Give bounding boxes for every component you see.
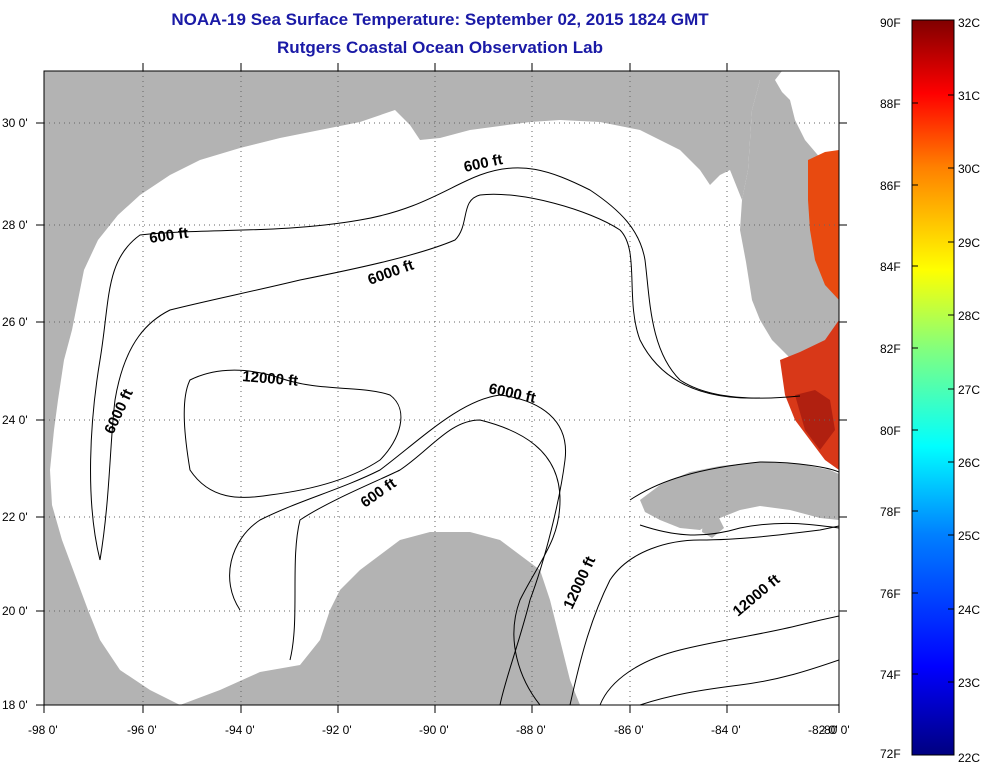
cb-c-24: 24C bbox=[958, 603, 980, 617]
lon-label-82: -82 0' bbox=[808, 723, 838, 737]
contour-cuba-south bbox=[639, 522, 839, 536]
map-subtitle: Rutgers Coastal Ocean Observation Lab bbox=[277, 38, 603, 57]
lon-label-80: -80 0' bbox=[820, 723, 850, 737]
land-cuba bbox=[640, 462, 839, 530]
land-yucatan bbox=[180, 532, 580, 705]
color-bar-ticks bbox=[912, 94, 954, 683]
lon-label-94: -94 0' bbox=[225, 723, 255, 737]
lon-label-86: -86 0' bbox=[614, 723, 644, 737]
contour-12000ft-central bbox=[183, 369, 402, 498]
cb-f-82: 82F bbox=[880, 342, 901, 356]
lat-label-24: 24 0' bbox=[2, 413, 28, 427]
cb-f-84: 84F bbox=[880, 260, 901, 274]
cb-c-25: 25C bbox=[958, 529, 980, 543]
lat-label-20: 20 0' bbox=[2, 604, 28, 618]
contour-caribbean-2 bbox=[599, 615, 839, 705]
land-gulf-coast bbox=[44, 71, 782, 705]
cb-c-29: 29C bbox=[958, 236, 980, 250]
lon-label-96: -96 0' bbox=[127, 723, 157, 737]
map-frame bbox=[43, 70, 840, 706]
cb-c-26: 26C bbox=[958, 456, 980, 470]
cb-f-72: 72F bbox=[880, 747, 901, 761]
contour-600ft-yucatan bbox=[289, 419, 561, 705]
lat-label-18: 18 0' bbox=[2, 698, 28, 712]
lon-label-90: -90 0' bbox=[419, 723, 449, 737]
contour-cuba-shelf bbox=[629, 461, 839, 501]
map-title: NOAA-19 Sea Surface Temperature: Septemb… bbox=[171, 10, 709, 29]
contour-caribbean-3 bbox=[639, 659, 839, 705]
cb-c-22: 22C bbox=[958, 751, 980, 765]
contour-6000ft-south bbox=[229, 394, 567, 705]
cb-c-27: 27C bbox=[958, 383, 980, 397]
cb-c-23: 23C bbox=[958, 676, 980, 690]
cb-f-80: 80F bbox=[880, 424, 901, 438]
contour-6000ft bbox=[99, 193, 761, 561]
contour-600ft bbox=[90, 167, 801, 561]
cb-c-32: 32C bbox=[958, 16, 980, 30]
contour-label-12000ft-central: 12000 ft bbox=[242, 368, 299, 390]
color-bar bbox=[911, 19, 955, 756]
lat-label-22: 22 0' bbox=[2, 510, 28, 524]
lon-label-88: -88 0' bbox=[516, 723, 546, 737]
cb-c-30: 30C bbox=[958, 162, 980, 176]
cb-f-90: 90F bbox=[880, 16, 901, 30]
cb-f-78: 78F bbox=[880, 505, 901, 519]
lat-label-30: 30 0' bbox=[2, 116, 28, 130]
grid-lines bbox=[44, 71, 839, 705]
sst-patch-east-florida bbox=[808, 150, 839, 300]
land-us-mexico bbox=[44, 71, 839, 362]
map-ticks bbox=[36, 63, 847, 713]
cb-f-88: 88F bbox=[880, 97, 901, 111]
contour-12000ft-caribbean bbox=[569, 525, 839, 705]
cb-f-74: 74F bbox=[880, 668, 901, 682]
lon-label-92: -92 0' bbox=[322, 723, 352, 737]
cb-f-86: 86F bbox=[880, 179, 901, 193]
lon-label-98: -98 0' bbox=[28, 723, 58, 737]
lon-label-84: -84 0' bbox=[711, 723, 741, 737]
cb-c-28: 28C bbox=[958, 309, 980, 323]
lat-label-26: 26 0' bbox=[2, 315, 28, 329]
lat-label-28: 28 0' bbox=[2, 218, 28, 232]
contour-label-600ft-west: 600 ft bbox=[148, 225, 189, 247]
cb-f-76: 76F bbox=[880, 587, 901, 601]
bathymetry-contours bbox=[90, 167, 839, 705]
land-isle-of-youth bbox=[702, 516, 724, 538]
cb-c-31: 31C bbox=[958, 89, 980, 103]
